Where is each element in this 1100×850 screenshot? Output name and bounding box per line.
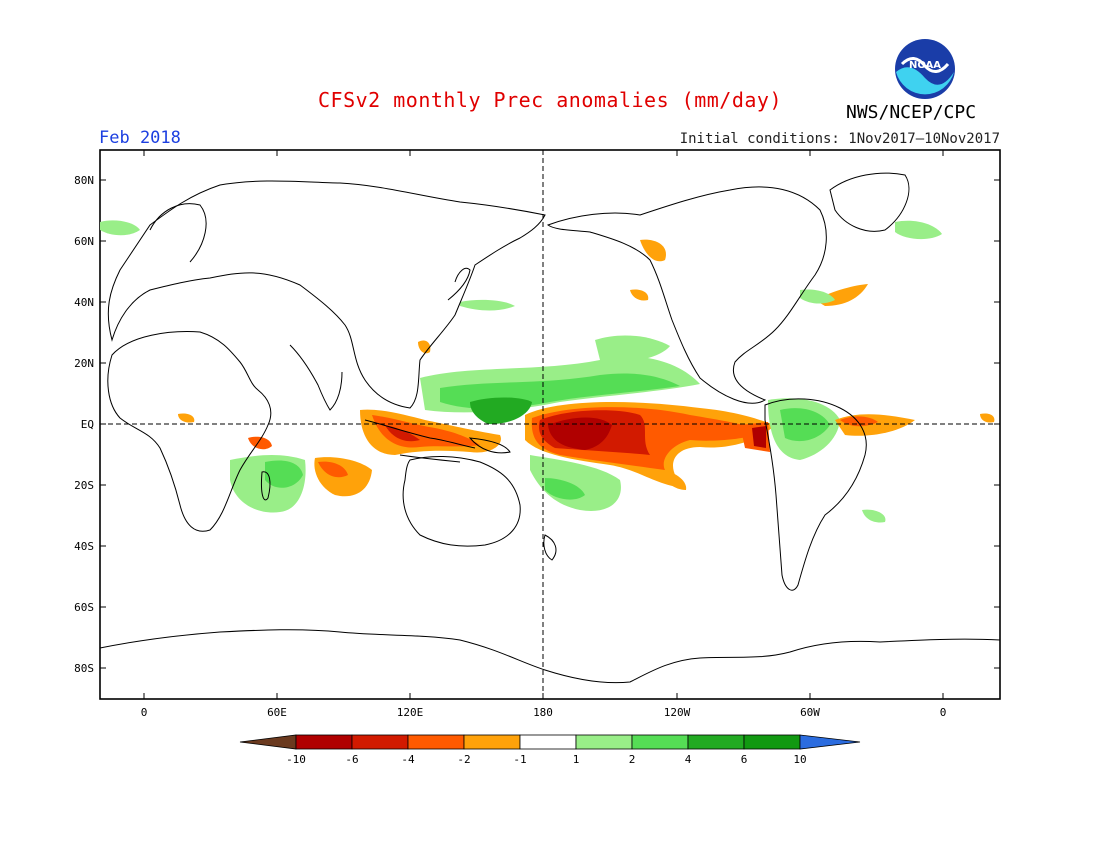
- colorbar-bin: [743, 734, 801, 750]
- colorbar-bin: [519, 734, 577, 750]
- spcz-wet-inner: [545, 478, 585, 500]
- lat-label: EQ: [81, 418, 94, 431]
- scandinavia-coast: [149, 203, 207, 263]
- japan-coast: [447, 267, 471, 301]
- longitude-axis: 0 60E 120E 180 120W 60W 0: [141, 150, 947, 719]
- noaa-logo: NOAA: [895, 39, 955, 99]
- spcz-wet: [530, 455, 621, 511]
- amazon-wet-inner: [780, 408, 830, 442]
- colorbar-high-arrow: [799, 734, 861, 750]
- lat-label: 40S: [74, 540, 94, 553]
- australia-coast: [402, 455, 521, 547]
- antarctica-coast: [99, 629, 1001, 684]
- colorbar-label: -10: [286, 753, 306, 766]
- eurasia-coast: [107, 180, 546, 409]
- atlantic-wet: [800, 289, 835, 304]
- colorbar-label: -6: [345, 753, 358, 766]
- lon-label: 0: [940, 706, 947, 719]
- coastlines: [99, 172, 1001, 684]
- colorbar-label: 2: [629, 753, 636, 766]
- lon-label: 60E: [267, 706, 287, 719]
- colorbar-bin: [687, 734, 745, 750]
- india-coast: [289, 344, 343, 411]
- agency-label: NWS/NCEP/CPC: [846, 102, 977, 123]
- east-atlantic-dry: [980, 413, 995, 423]
- forecast-month: Feb 2018: [99, 128, 181, 148]
- colorbar-bin: [463, 734, 521, 750]
- lon-label: 180: [533, 706, 553, 719]
- lat-label: 20N: [74, 357, 94, 370]
- lat-label: 20S: [74, 479, 94, 492]
- initial-conditions: Initial conditions: 1Nov2017–10Nov2017: [679, 131, 1000, 147]
- colorbar-low-arrow: [239, 734, 297, 750]
- lat-label: 60S: [74, 601, 94, 614]
- west-africa-dry: [178, 413, 195, 423]
- colorbar-bin: [295, 734, 353, 750]
- sw-atlantic-wet: [862, 509, 886, 523]
- maritime-dry-max: [385, 425, 420, 442]
- indian-ocean-dry-core: [318, 461, 348, 478]
- colorbar-label: 10: [793, 753, 806, 766]
- colorbar-label: 6: [741, 753, 748, 766]
- lon-label: 120W: [664, 706, 691, 719]
- colorbar-label: -1: [513, 753, 526, 766]
- lat-label: 60N: [74, 235, 94, 248]
- colorbar-label: -2: [457, 753, 470, 766]
- colorbar-bin: [631, 734, 689, 750]
- new-zealand-coast: [543, 534, 557, 561]
- sw-pacific-dry: [660, 470, 687, 490]
- madagascar-dry: [248, 436, 272, 450]
- colorbar-bin: [407, 734, 465, 750]
- colorbar-label: 1: [573, 753, 580, 766]
- latitude-axis: 80N 60N 40N 20N EQ 20S 40S 60S 80S: [74, 174, 1000, 675]
- colorbar: -10 -6 -4 -2 -1 1 2 4 6 10: [239, 734, 861, 766]
- maritime-dry-core: [372, 415, 480, 448]
- lon-label: 60W: [800, 706, 820, 719]
- lat-label: 40N: [74, 296, 94, 309]
- greenland-coast: [829, 172, 910, 232]
- south-america-coast: [764, 398, 867, 591]
- new-guinea-coast: [468, 437, 511, 454]
- nw-america-dry: [640, 239, 666, 262]
- lat-label: 80S: [74, 662, 94, 675]
- japan-wet: [460, 299, 515, 311]
- north-america-coast: [546, 186, 827, 404]
- andes-dry-core: [752, 426, 766, 448]
- colorbar-label: 4: [685, 753, 692, 766]
- wpac-wet-core: [470, 397, 532, 425]
- npac-wet: [595, 335, 670, 362]
- indonesia-coast: [364, 419, 476, 463]
- europe-wet: [100, 220, 140, 236]
- colorbar-bin: [351, 734, 409, 750]
- svg-text:NOAA: NOAA: [909, 60, 941, 71]
- africa-coast: [107, 331, 272, 532]
- madagascar-coast: [261, 471, 271, 501]
- east-indian-wet-inner: [265, 460, 303, 488]
- colorbar-label: -4: [401, 753, 415, 766]
- nordic-wet: [895, 220, 942, 240]
- lon-label: 0: [141, 706, 148, 719]
- colorbar-bin: [575, 734, 633, 750]
- map-title: CFSv2 monthly Prec anomalies (mm/day): [317, 88, 783, 112]
- gulf-alaska-dry: [630, 289, 649, 301]
- lon-label: 120E: [397, 706, 424, 719]
- pacific-dry-max: [548, 417, 612, 450]
- lat-label: 80N: [74, 174, 94, 187]
